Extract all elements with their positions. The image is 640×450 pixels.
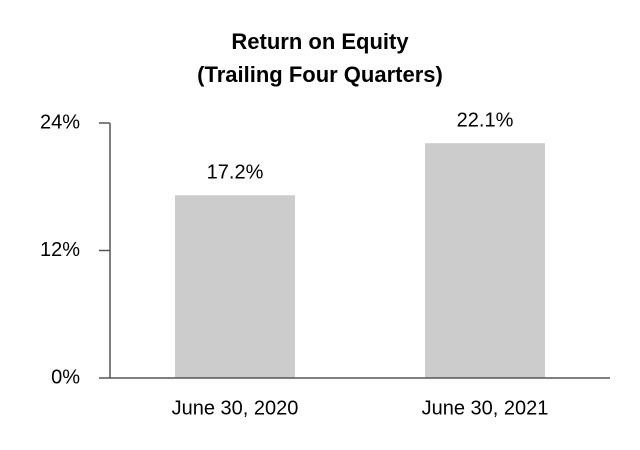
bar [175,195,295,378]
x-tick-label: June 30, 2021 [422,397,549,419]
chart-title: Return on Equity [231,29,409,54]
y-tick-label: 24% [40,111,80,133]
data-label: 22.1% [457,109,514,131]
x-tick-label: June 30, 2020 [172,397,299,419]
y-tick-label: 0% [51,366,80,388]
y-tick-label: 12% [40,239,80,261]
chart-subtitle: (Trailing Four Quarters) [197,62,443,87]
data-label: 17.2% [207,162,264,184]
bar [425,143,545,378]
